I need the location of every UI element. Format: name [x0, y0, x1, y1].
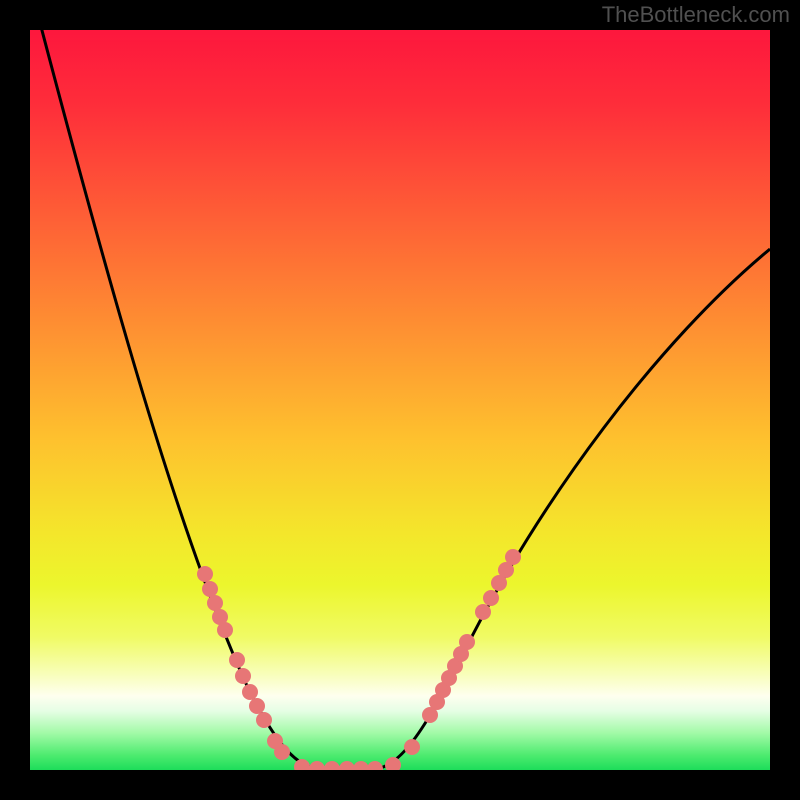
marker-point: [197, 566, 213, 582]
marker-point: [459, 634, 475, 650]
marker-point: [235, 668, 251, 684]
marker-point: [274, 744, 290, 760]
marker-point: [229, 652, 245, 668]
marker-point: [256, 712, 272, 728]
marker-point: [207, 595, 223, 611]
marker-point: [249, 698, 265, 714]
marker-point: [217, 622, 233, 638]
chart-container: TheBottleneck.com: [0, 0, 800, 800]
marker-point: [202, 581, 218, 597]
marker-point: [242, 684, 258, 700]
marker-point: [475, 604, 491, 620]
marker-point: [505, 549, 521, 565]
marker-point: [483, 590, 499, 606]
chart-svg: [0, 0, 800, 800]
plot-area: [30, 30, 770, 770]
watermark-text: TheBottleneck.com: [602, 2, 790, 28]
marker-point: [404, 739, 420, 755]
